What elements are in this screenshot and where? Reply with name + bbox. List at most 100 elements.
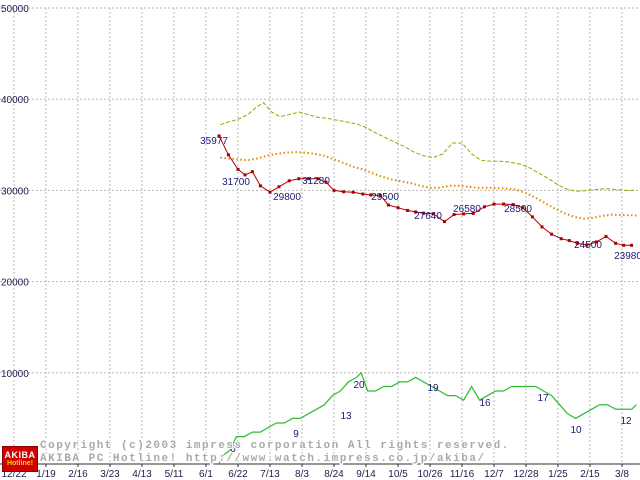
x-tick-label: 2/15	[580, 469, 600, 480]
min-price-marker	[361, 192, 365, 196]
akiba-logo-title: AKIBA	[4, 450, 36, 460]
min-price-marker	[540, 225, 544, 229]
count-point-label: 17	[537, 393, 549, 404]
min-price-marker	[567, 239, 571, 243]
min-price-marker	[585, 243, 589, 247]
price-point-label: 31700	[222, 177, 250, 188]
count-point-label: 10	[570, 425, 582, 436]
x-tick-label: 12/28	[513, 469, 538, 480]
min-price-marker	[550, 232, 554, 236]
min-price-marker	[316, 177, 320, 181]
min-price-line	[218, 135, 632, 246]
x-tick-label: 3/8	[615, 469, 629, 480]
min-price-marker	[332, 188, 336, 192]
min-price-marker	[324, 180, 328, 184]
y-tick-label: 50000	[1, 4, 29, 15]
x-tick-label: 8/24	[324, 469, 344, 480]
min-price-marker	[378, 193, 382, 197]
grid-lines	[0, 7, 640, 464]
y-tick-label: 10000	[1, 369, 29, 380]
price-point-label: 24500	[574, 240, 602, 251]
min-price-marker	[277, 185, 281, 189]
min-price-marker	[492, 202, 496, 206]
copyright-line1: Copyright (c)2003 impress corporation Al…	[40, 440, 510, 452]
min-price-marker	[511, 203, 515, 207]
count-point-label: 16	[479, 398, 491, 409]
min-price-marker	[351, 190, 355, 194]
copyright-line2: AKIBA PC Hotline! http://www.watch.impre…	[40, 453, 486, 465]
y-tick-label: 30000	[1, 186, 29, 197]
count-point-label: 20	[353, 380, 365, 391]
price-point-label: 29800	[273, 192, 301, 203]
min-price-marker	[622, 243, 626, 247]
max-price-series	[220, 102, 637, 192]
min-price-marker	[575, 241, 579, 245]
min-price-marker	[406, 208, 410, 212]
min-price-marker	[502, 202, 506, 206]
y-axis-labels: 10000 20000 30000 40000 50000	[1, 4, 29, 380]
min-price-marker	[414, 210, 418, 214]
min-price-marker	[258, 184, 262, 188]
min-price-marker	[559, 237, 563, 241]
min-price-marker	[287, 179, 291, 183]
x-tick-label: 1/19	[36, 469, 56, 480]
akiba-logo: AKIBA Hotline!	[2, 446, 38, 472]
min-price-marker	[396, 206, 400, 210]
x-tick-label: 12/7	[484, 469, 504, 480]
price-point-label: 29500	[371, 192, 399, 203]
shop-count-line	[218, 371, 637, 465]
price-point-label: 23980	[614, 251, 640, 262]
x-tick-label: 1/25	[548, 469, 568, 480]
min-price-marker	[342, 190, 346, 194]
max-price-line	[220, 102, 637, 192]
x-tick-label: 10/5	[388, 469, 408, 480]
min-price-marker	[250, 170, 254, 174]
min-price-marker	[217, 134, 221, 138]
min-price-marker	[431, 212, 435, 216]
min-price-marker	[243, 173, 247, 177]
x-tick-label: 9/14	[356, 469, 376, 480]
min-price-marker	[369, 193, 373, 197]
min-price-marker	[604, 234, 608, 238]
count-point-label: 19	[427, 383, 439, 394]
count-point-label: 9	[293, 429, 299, 440]
x-tick-label: 5/11	[165, 469, 184, 480]
min-price-marker	[462, 212, 466, 216]
y-tick-label: 40000	[1, 95, 29, 106]
min-price-marker	[630, 243, 634, 247]
min-price-marker	[422, 211, 426, 215]
shop-count-series	[218, 371, 637, 465]
min-price-marker	[482, 205, 486, 209]
x-tick-label: 8/3	[295, 469, 309, 480]
min-price-marker	[530, 215, 534, 219]
copyright-notice: Copyright (c)2003 impress corporation Al…	[40, 440, 510, 466]
price-point-label: 27640	[414, 211, 442, 222]
count-point-label: 13	[340, 411, 352, 422]
x-tick-label: 4/13	[132, 469, 152, 480]
price-point-label: 31280	[302, 176, 330, 187]
count-point-label: 6	[230, 444, 236, 455]
price-point-label: 35977	[200, 136, 228, 147]
x-tick-label: 6/1	[199, 469, 213, 480]
x-axis: 12/22 1/19 2/16 3/23 4/13 5/11 6/1 6/22 7/13 8/3 8…	[0, 463, 640, 480]
min-price-marker	[521, 206, 525, 210]
price-point-label: 28500	[504, 204, 532, 215]
price-point-label: 26580	[453, 204, 481, 215]
x-tick-label: 7/13	[260, 469, 280, 480]
min-price-marker	[268, 190, 272, 194]
min-price-marker	[614, 241, 618, 245]
y-tick-label: 20000	[1, 278, 29, 289]
x-tick-label: 10/26	[417, 469, 442, 480]
x-tick-label: 6/22	[228, 469, 248, 480]
min-price-marker	[442, 220, 446, 224]
count-point-label: 12	[620, 416, 632, 427]
min-price-series	[217, 134, 634, 247]
min-price-marker	[236, 167, 240, 171]
x-tick-label: 12/22	[1, 469, 26, 480]
x-tick-label: 11/16	[450, 469, 475, 480]
min-price-marker	[306, 177, 310, 181]
avg-price-series	[220, 151, 637, 220]
x-tick-label: 3/23	[100, 469, 120, 480]
